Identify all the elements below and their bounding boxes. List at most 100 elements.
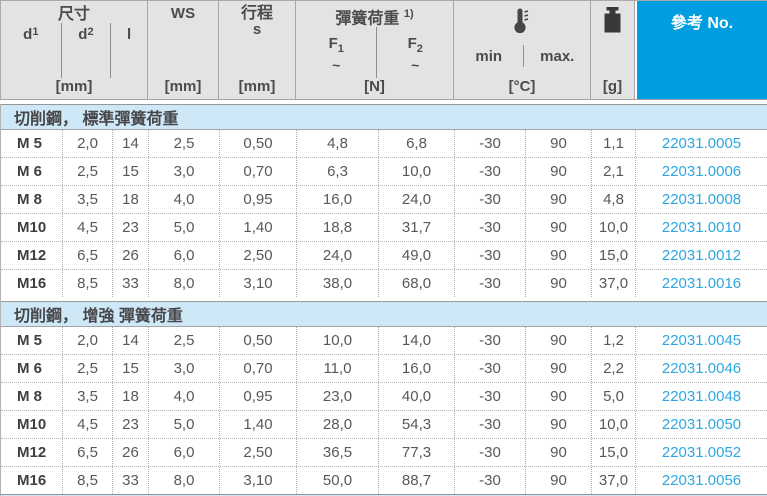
cell-temp-max: 90 bbox=[525, 242, 591, 269]
cell-l: 23 bbox=[112, 411, 148, 438]
table-row: M 5 2,0 14 2,5 0,50 10,0 14,0 -30 90 1,2… bbox=[1, 327, 767, 354]
temperature-unit: [°C] bbox=[508, 78, 536, 95]
ref-link[interactable]: 22031.0048 bbox=[635, 383, 767, 410]
cell-f1: 10,0 bbox=[296, 327, 378, 354]
cell-thread: M 8 bbox=[17, 191, 43, 208]
cell-d2: 3,5 bbox=[62, 383, 112, 410]
cell-d2: 3,5 bbox=[62, 186, 112, 213]
ref-link[interactable]: 22031.0056 bbox=[635, 467, 767, 494]
cell-f1: 18,8 bbox=[296, 214, 378, 241]
cell-stroke: 0,70 bbox=[219, 355, 296, 382]
header-stroke: 行程 s [mm] bbox=[219, 1, 296, 99]
ref-link[interactable]: 22031.0052 bbox=[635, 439, 767, 466]
cell-f1: 16,0 bbox=[296, 186, 378, 213]
cell-temp-max: 90 bbox=[525, 130, 591, 157]
cell-f2: 31,7 bbox=[378, 214, 454, 241]
ref-link[interactable]: 22031.0008 bbox=[635, 186, 767, 213]
cell-d2: 2,0 bbox=[62, 327, 112, 354]
cell-weight: 10,0 bbox=[591, 411, 635, 438]
cell-f1: 38,0 bbox=[296, 270, 378, 297]
cell-temp-max: 90 bbox=[525, 439, 591, 466]
table-row: M16 8,5 33 8,0 3,10 50,0 88,7 -30 90 37,… bbox=[1, 466, 767, 494]
cell-d2: 8,5 bbox=[62, 467, 112, 494]
ref-link[interactable]: 22031.0010 bbox=[635, 214, 767, 241]
cell-stroke: 3,10 bbox=[219, 270, 296, 297]
col-f1-label: F1 ~ bbox=[296, 27, 378, 78]
cell-weight: 1,2 bbox=[591, 327, 635, 354]
cell-thread: M 6 bbox=[17, 360, 43, 377]
cell-temp-max: 90 bbox=[525, 270, 591, 297]
cell-f1: 28,0 bbox=[296, 411, 378, 438]
cell-temp-min: -30 bbox=[454, 186, 525, 213]
cell-weight: 2,1 bbox=[591, 158, 635, 185]
stroke-unit: [mm] bbox=[238, 78, 276, 95]
cell-f2: 49,0 bbox=[378, 242, 454, 269]
ws-unit: [mm] bbox=[164, 78, 202, 95]
ref-link[interactable]: 22031.0012 bbox=[635, 242, 767, 269]
cell-f2: 14,0 bbox=[378, 327, 454, 354]
cell-d2: 2,0 bbox=[62, 130, 112, 157]
dimensions-unit: [mm] bbox=[55, 78, 93, 95]
ref-link[interactable]: 22031.0046 bbox=[635, 355, 767, 382]
cell-thread: M 8 bbox=[17, 388, 43, 405]
cell-temp-min: -30 bbox=[454, 411, 525, 438]
cell-f1: 36,5 bbox=[296, 439, 378, 466]
cell-thread: M10 bbox=[17, 219, 47, 236]
cell-temp-max: 90 bbox=[525, 383, 591, 410]
cell-l: 23 bbox=[112, 214, 148, 241]
cell-ws: 6,0 bbox=[148, 242, 219, 269]
cell-f2: 10,0 bbox=[378, 158, 454, 185]
cell-stroke: 0,95 bbox=[219, 186, 296, 213]
weight-icon bbox=[601, 6, 624, 34]
reference-no-title: 參考 No. bbox=[670, 15, 734, 32]
cell-weight: 15,0 bbox=[591, 439, 635, 466]
footnote-marker: 1) bbox=[403, 8, 414, 20]
dimensions-title: 尺寸 bbox=[57, 6, 90, 23]
spring-load-unit: [N] bbox=[364, 78, 385, 95]
ws-title: WS bbox=[170, 5, 196, 22]
cell-ws: 4,0 bbox=[148, 383, 219, 410]
col-f2-label: F2 ~ bbox=[407, 34, 423, 73]
cell-temp-min: -30 bbox=[454, 242, 525, 269]
spring-load-title: 彈簧荷重 1) bbox=[335, 8, 414, 28]
cell-l: 26 bbox=[112, 439, 148, 466]
cell-l: 33 bbox=[112, 467, 148, 494]
cell-temp-min: -30 bbox=[454, 467, 525, 494]
cell-thread: M12 bbox=[17, 444, 47, 461]
table-row: M10 4,5 23 5,0 1,40 28,0 54,3 -30 90 10,… bbox=[1, 410, 767, 438]
cell-temp-max: 90 bbox=[525, 158, 591, 185]
cell-f2: 24,0 bbox=[378, 186, 454, 213]
cell-l: 14 bbox=[112, 130, 148, 157]
stroke-title: 行程 s bbox=[240, 5, 273, 38]
col-temp-min-label: min bbox=[454, 45, 525, 67]
cell-ws: 3,0 bbox=[148, 355, 219, 382]
cell-weight: 15,0 bbox=[591, 242, 635, 269]
cell-stroke: 0,50 bbox=[219, 327, 296, 354]
cell-weight: 5,0 bbox=[591, 383, 635, 410]
cell-temp-min: -30 bbox=[454, 214, 525, 241]
cell-temp-max: 90 bbox=[525, 411, 591, 438]
cell-f2: 40,0 bbox=[378, 383, 454, 410]
col-temp-max-label: max. bbox=[540, 48, 575, 65]
cell-d2: 2,5 bbox=[62, 355, 112, 382]
cell-stroke: 1,40 bbox=[219, 411, 296, 438]
weight-unit: [g] bbox=[602, 78, 623, 95]
thermometer-icon bbox=[514, 6, 530, 34]
ref-link[interactable]: 22031.0005 bbox=[635, 130, 767, 157]
section-title: 切削鋼， 增強 彈簧荷重 bbox=[14, 308, 183, 325]
ref-link[interactable]: 22031.0045 bbox=[635, 327, 767, 354]
table-row: M 6 2,5 15 3,0 0,70 11,0 16,0 -30 90 2,2… bbox=[1, 354, 767, 382]
ref-link[interactable]: 22031.0016 bbox=[635, 270, 767, 297]
cell-l: 33 bbox=[112, 270, 148, 297]
header-spring-load: 彈簧荷重 1) F1 ~ F2 ~ [N] bbox=[296, 1, 454, 99]
ref-link[interactable]: 22031.0006 bbox=[635, 158, 767, 185]
cell-ws: 2,5 bbox=[148, 327, 219, 354]
section-title: 切削鋼， 標準彈簧荷重 bbox=[14, 111, 179, 128]
cell-temp-min: -30 bbox=[454, 130, 525, 157]
table-row: M 6 2,5 15 3,0 0,70 6,3 10,0 -30 90 2,1 … bbox=[1, 157, 767, 185]
cell-ws: 5,0 bbox=[148, 411, 219, 438]
table-body: 切削鋼， 標準彈簧荷重 M 5 2,0 14 2,5 0,50 4,8 6,8 … bbox=[0, 104, 767, 494]
cell-thread: M 6 bbox=[17, 163, 43, 180]
ref-link[interactable]: 22031.0050 bbox=[635, 411, 767, 438]
